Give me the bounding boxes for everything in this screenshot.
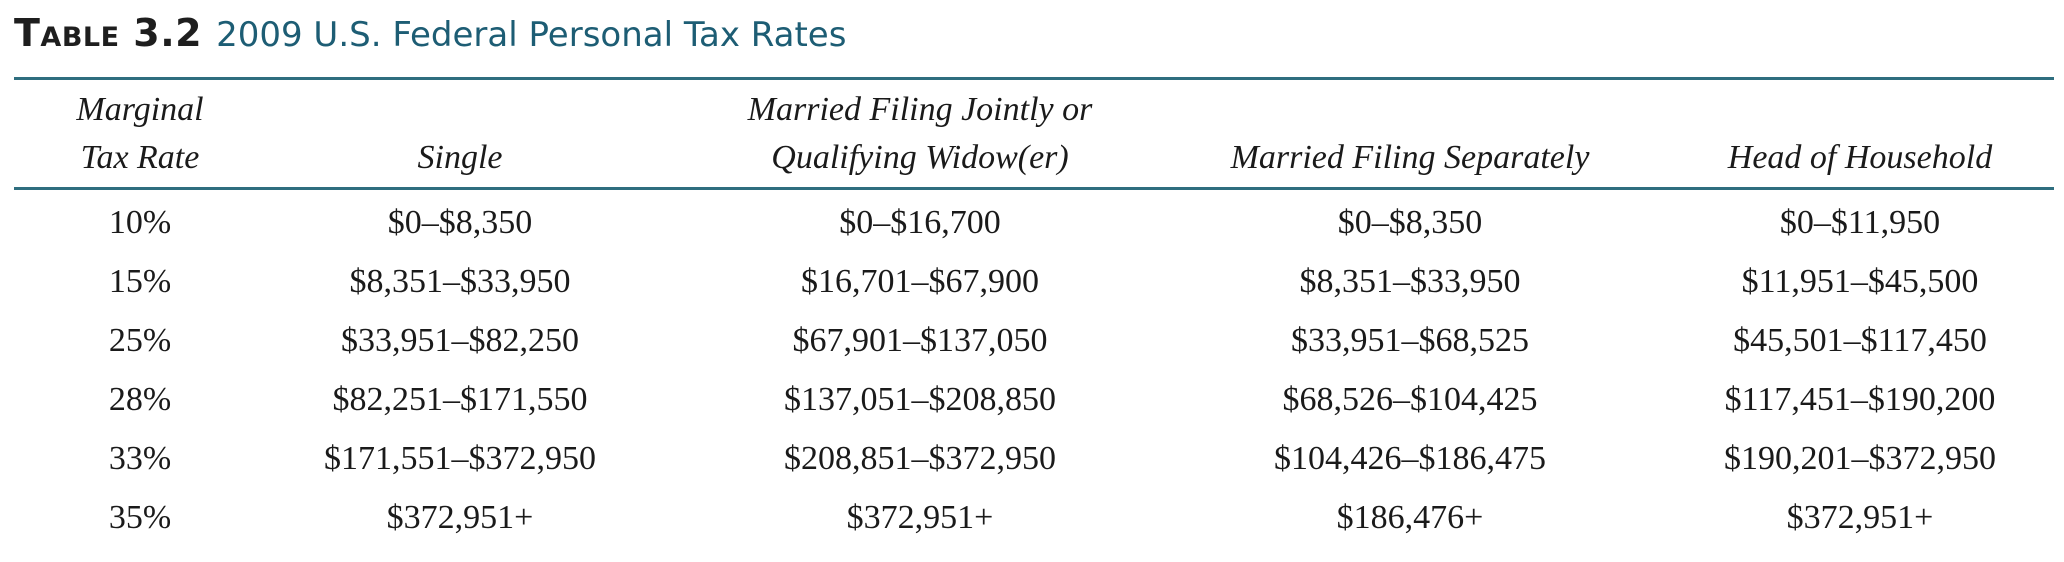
separate-cell: $186,476+ (1336, 499, 1484, 536)
header-joint-line-2: Qualifying Widow(er) (771, 139, 1069, 176)
rate-cell: 35% (108, 499, 172, 536)
rate-cell: 10% (108, 204, 172, 241)
joint-cell: $16,701–$67,900 (801, 263, 1039, 300)
household-cell: $45,501–$117,450 (1733, 322, 1987, 359)
header-marginal-tax-rate: Marginal Tax Rate (40, 86, 240, 182)
rate-cell: 25% (108, 322, 172, 359)
header-joint-line-1: Married Filing Jointly or (747, 91, 1093, 128)
separate-cell: $8,351–$33,950 (1299, 263, 1521, 300)
household-cell: $372,951+ (1786, 499, 1934, 536)
single-cell: $0–$8,350 (387, 204, 533, 241)
top-rule (14, 77, 2054, 80)
separate-cell: $104,426–$186,475 (1274, 440, 1546, 477)
header-rate-line-2: Tax Rate (80, 139, 200, 176)
header-head-of-household: Head of Household (1727, 139, 1993, 176)
rate-cell: 15% (108, 263, 172, 300)
single-cell: $33,951–$82,250 (341, 322, 579, 359)
separate-cell: $0–$8,350 (1337, 204, 1483, 241)
separate-cell: $68,526–$104,425 (1282, 381, 1538, 418)
household-cell: $190,201–$372,950 (1724, 440, 1996, 477)
separate-cell: $33,951–$68,525 (1291, 322, 1529, 359)
household-cell: $0–$11,950 (1779, 204, 1941, 241)
single-cell: $8,351–$33,950 (349, 263, 571, 300)
header-rule (14, 187, 2054, 190)
header-single: Single (417, 139, 503, 176)
joint-cell: $208,851–$372,950 (784, 440, 1056, 477)
single-cell: $372,951+ (386, 499, 534, 536)
header-married-separately: Married Filing Separately (1230, 139, 1590, 176)
joint-cell: $67,901–$137,050 (792, 322, 1048, 359)
household-cell: $11,951–$45,500 (1741, 263, 1979, 300)
rate-cell: 28% (108, 381, 172, 418)
table-number: Table 3.2 (14, 11, 203, 55)
table-caption: Table 3.2 2009 U.S. Federal Personal Tax … (14, 8, 846, 58)
rate-cell: 33% (108, 440, 172, 477)
household-cell: $117,451–$190,200 (1724, 381, 1996, 418)
single-cell: $171,551–$372,950 (324, 440, 596, 477)
joint-cell: $372,951+ (846, 499, 994, 536)
header-married-jointly: Married Filing Jointly or Qualifying Wid… (680, 86, 1160, 182)
single-cell: $82,251–$171,550 (332, 381, 588, 418)
header-rate-line-1: Marginal (76, 91, 204, 128)
joint-cell: $137,051–$208,850 (784, 381, 1056, 418)
joint-cell: $0–$16,700 (839, 204, 1001, 241)
table-title: 2009 U.S. Federal Personal Tax Rates (216, 15, 847, 55)
